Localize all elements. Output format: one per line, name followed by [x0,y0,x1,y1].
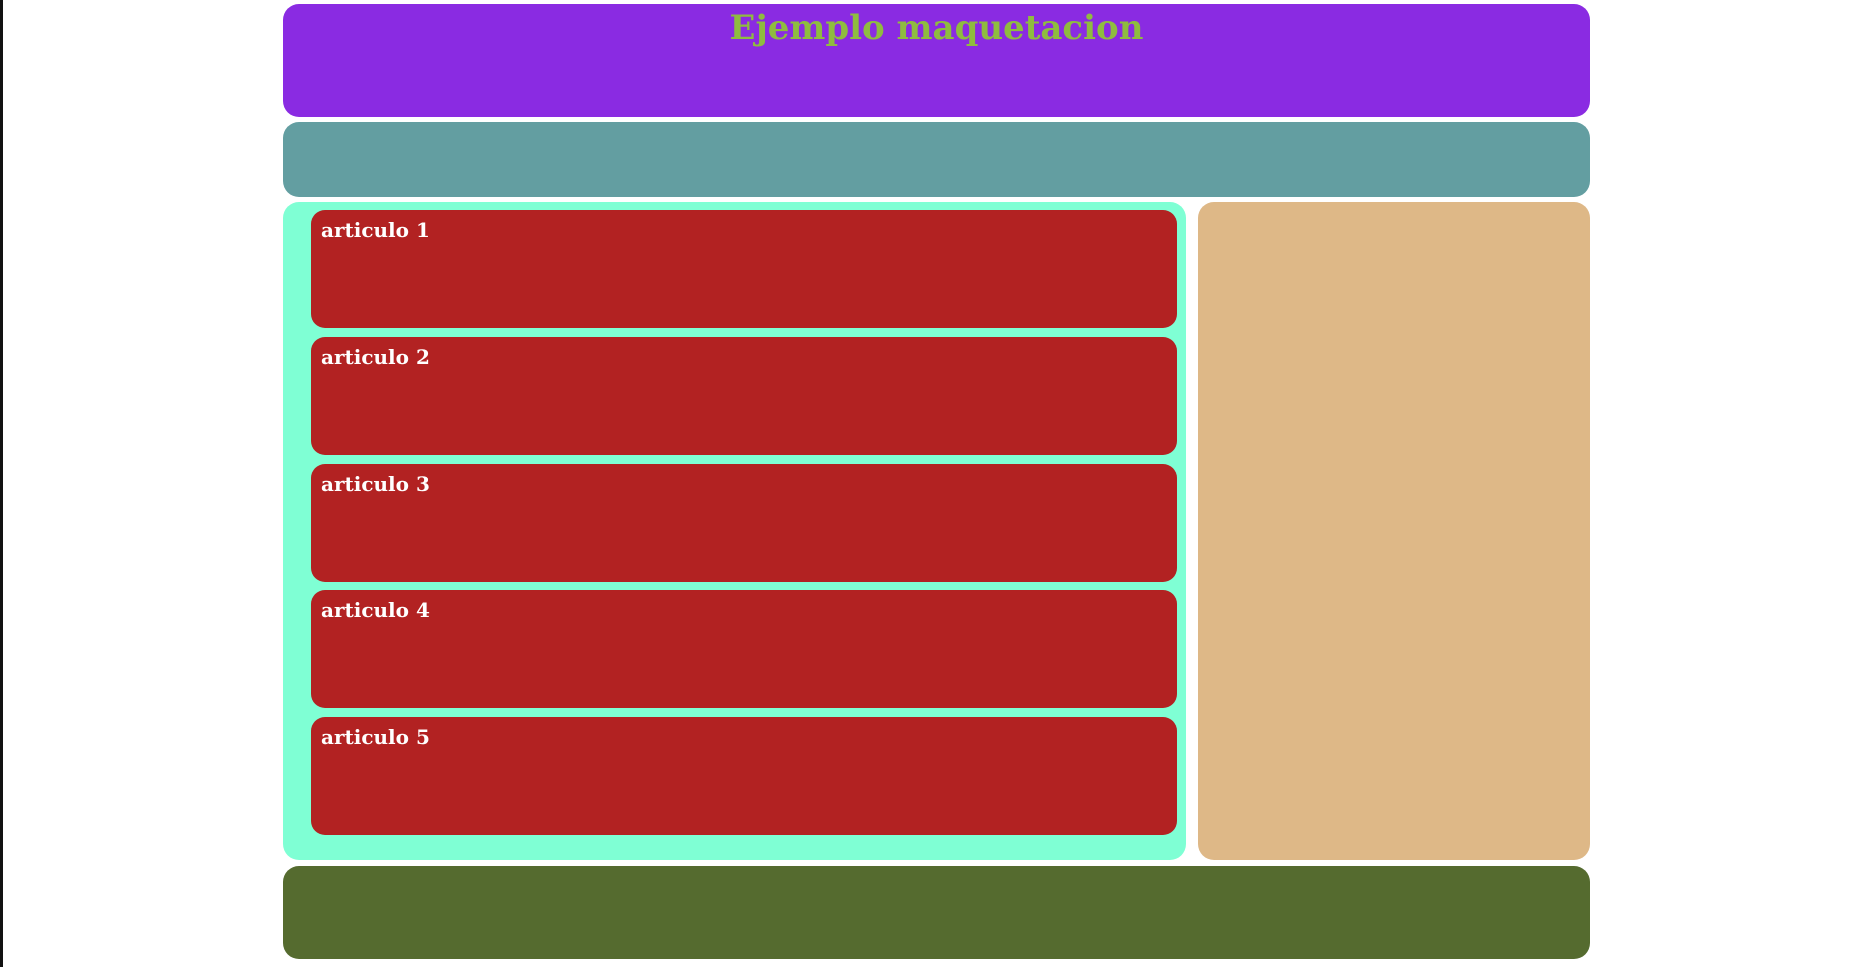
article-2: articulo 2 [311,337,1177,455]
article-1: articulo 1 [311,210,1177,328]
page-title: Ejemplo maquetacion [729,8,1144,48]
article-title: articulo 1 [321,218,430,242]
article-4: articulo 4 [311,590,1177,708]
page-footer [283,866,1590,959]
sidebar [1198,202,1590,860]
article-3: articulo 3 [311,464,1177,582]
nav-bar [283,122,1590,197]
article-title: articulo 2 [321,345,430,369]
article-title: articulo 3 [321,472,430,496]
article-title: articulo 4 [321,598,430,622]
page-header: Ejemplo maquetacion [283,4,1590,117]
left-border [0,0,3,967]
article-title: articulo 5 [321,725,430,749]
article-5: articulo 5 [311,717,1177,835]
main-section: articulo 1 articulo 2 articulo 3 articul… [283,202,1186,860]
